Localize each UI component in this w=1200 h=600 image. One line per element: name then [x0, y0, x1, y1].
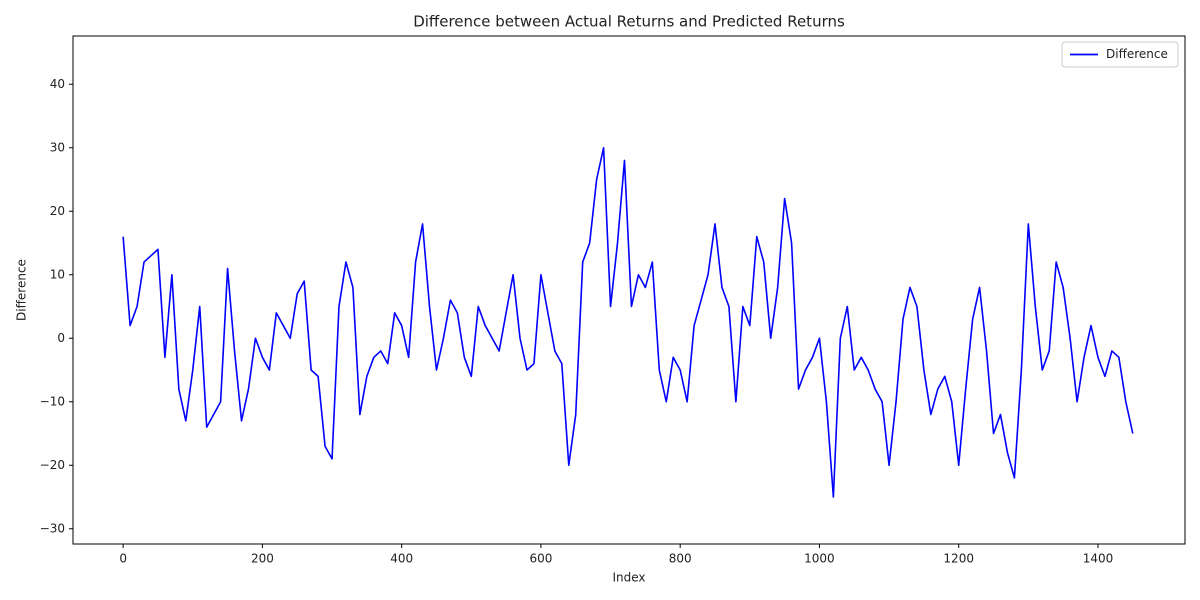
chart-title: Difference between Actual Returns and Pr…: [413, 13, 845, 31]
legend-box: [1061, 41, 1179, 68]
y-tick-label: −20: [40, 458, 65, 472]
x-tick-label: 0: [119, 552, 127, 566]
x-tick-label: 200: [251, 552, 274, 566]
y-tick-label: 20: [50, 204, 65, 218]
y-axis-label: Difference: [15, 259, 29, 321]
x-tick-label: 1400: [1083, 552, 1114, 566]
x-tick-label: 600: [529, 552, 552, 566]
y-tick-label: 40: [50, 77, 65, 91]
x-tick-label: 400: [390, 552, 413, 566]
plot-frame: [72, 35, 1186, 545]
x-tick-label: 1200: [943, 552, 974, 566]
x-tick-label: 800: [669, 552, 692, 566]
x-tick-label: 1000: [804, 552, 835, 566]
legend-label: Difference: [1106, 47, 1168, 61]
y-tick-label: −30: [40, 521, 65, 535]
x-axis-label: Index: [612, 571, 645, 585]
y-tick-label: 0: [57, 331, 65, 345]
data-line: [122, 146, 1134, 498]
y-tick-label: −10: [40, 394, 65, 408]
y-tick-label: 10: [50, 267, 65, 281]
y-tick-label: 30: [50, 140, 65, 154]
